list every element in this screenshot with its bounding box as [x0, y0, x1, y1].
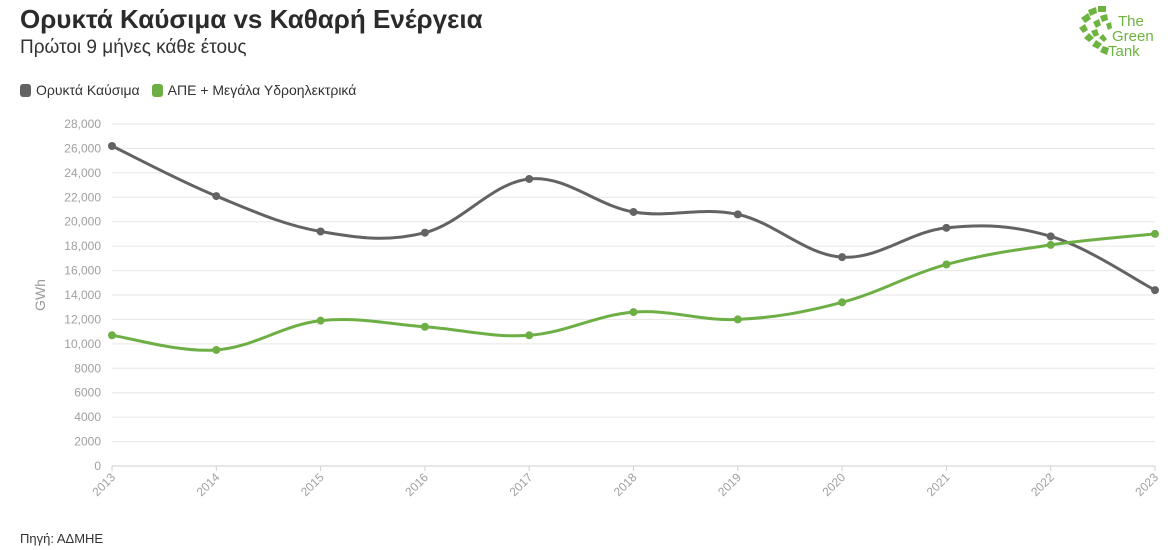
data-point[interactable] — [420, 322, 429, 331]
data-point[interactable] — [316, 316, 325, 325]
y-tick-label: 0 — [94, 459, 101, 473]
data-point[interactable] — [629, 308, 638, 317]
series-line-0[interactable] — [110, 144, 1157, 292]
data-point[interactable] — [316, 227, 325, 236]
y-tick-label: 14,000 — [64, 288, 101, 302]
data-point[interactable] — [838, 253, 847, 262]
data-point[interactable] — [525, 174, 534, 183]
data-point[interactable] — [108, 141, 116, 150]
data-point[interactable] — [420, 228, 429, 237]
x-tick-label: 2016 — [402, 470, 431, 499]
data-point[interactable] — [942, 223, 951, 232]
logo-text-line2: Green — [1112, 28, 1154, 45]
logo-text-line3: Tank — [1108, 43, 1140, 60]
data-point[interactable] — [733, 315, 742, 324]
x-tick-label: 2019 — [715, 470, 744, 499]
data-point[interactable] — [212, 192, 221, 201]
series-layer — [108, 141, 1159, 354]
source-note: Πηγή: ΑΔΜΗΕ — [20, 531, 104, 546]
y-tick-label: 22,000 — [64, 190, 101, 204]
chart-legend: Ορυκτά Καύσιμα ΑΠΕ + Μεγάλα Υδροηλεκτρικ… — [20, 82, 368, 98]
y-tick-label: 28,000 — [64, 117, 101, 131]
data-point[interactable] — [1046, 232, 1055, 241]
x-tick-label: 2015 — [298, 470, 327, 499]
series-line-1[interactable] — [110, 232, 1157, 352]
y-tick-label: 2000 — [74, 435, 101, 449]
x-tick-label: 2017 — [507, 470, 536, 499]
legend-label-renewables: ΑΠΕ + Μεγάλα Υδροηλεκτρικά — [167, 82, 357, 98]
x-tick-label: 2022 — [1028, 470, 1057, 499]
y-tick-label: 18,000 — [64, 239, 101, 253]
data-point[interactable] — [629, 207, 638, 216]
x-tick-label: 2018 — [611, 470, 640, 499]
leaf-logo-icon: The Green Tank — [1079, 6, 1154, 60]
data-point[interactable] — [733, 210, 742, 219]
y-axis: 0 2000 4000 6000 8000 10,000 12,000 14,000 16,00… — [32, 117, 101, 473]
legend-item-renewables[interactable]: ΑΠΕ + Μεγάλα Υδροηλεκτρικά — [151, 82, 357, 98]
data-point[interactable] — [108, 331, 116, 340]
legend-label-fossil: Ορυκτά Καύσιμα — [36, 82, 140, 98]
y-tick-label: 10,000 — [64, 337, 101, 351]
x-tick-label: 2023 — [1132, 470, 1161, 499]
y-tick-label: 16,000 — [64, 264, 101, 278]
data-point[interactable] — [212, 345, 221, 354]
y-tick-label: 24,000 — [64, 166, 101, 180]
x-axis: 2013 2014 2015 2016 2017 2018 2019 2020 2021 2022… — [89, 466, 1161, 499]
x-tick-label: 2013 — [89, 470, 118, 499]
legend-item-fossil[interactable]: Ορυκτά Καύσιμα — [20, 82, 140, 98]
y-tick-label: 8000 — [74, 361, 101, 375]
data-point[interactable] — [942, 260, 951, 269]
green-tank-logo: The Green Tank — [1076, 2, 1168, 62]
data-point[interactable] — [525, 331, 534, 340]
y-axis-title: GWh — [32, 279, 48, 311]
data-point[interactable] — [1151, 229, 1159, 238]
x-tick-label: 2020 — [819, 470, 848, 499]
legend-swatch-fossil — [20, 83, 31, 97]
chart-title: Ορυκτά Καύσιμα vs Καθαρή Ενέργεια — [20, 4, 483, 34]
chart-subtitle: Πρώτοι 9 μήνες κάθε έτους — [20, 37, 247, 58]
y-tick-label: 6000 — [74, 386, 101, 400]
x-tick-label: 2014 — [194, 470, 223, 499]
data-point[interactable] — [1151, 286, 1159, 295]
y-tick-label: 4000 — [74, 410, 101, 424]
grid-lines — [112, 123, 1155, 467]
y-tick-label: 12,000 — [64, 312, 101, 326]
x-tick-label: 2021 — [924, 470, 953, 499]
data-point[interactable] — [838, 298, 847, 307]
logo-text-line1: The — [1118, 13, 1144, 30]
legend-swatch-renewables — [151, 83, 163, 97]
y-tick-label: 26,000 — [64, 141, 101, 155]
data-point[interactable] — [1046, 240, 1055, 249]
y-tick-label: 20,000 — [64, 215, 101, 229]
